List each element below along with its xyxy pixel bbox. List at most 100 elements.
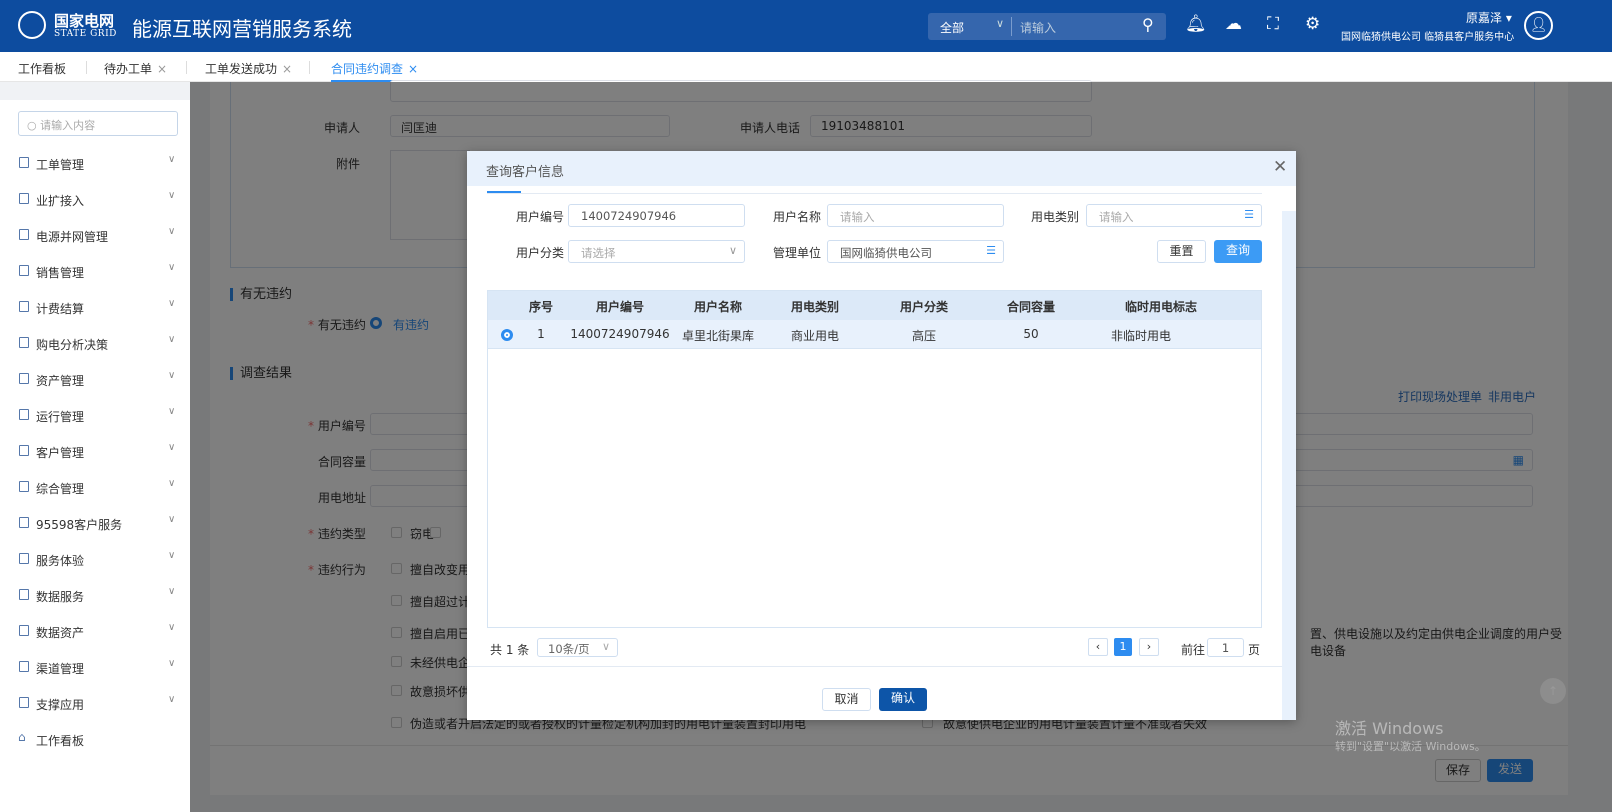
filter-user-name-input[interactable]: 请输入 [827,204,1004,227]
search-scope-select[interactable]: 全部 [940,21,965,35]
back-to-top-icon[interactable]: ↑ [1540,678,1566,704]
tab-label: 待办工单 [104,62,153,76]
sidebar-item[interactable]: 计费结算 ∨ [0,290,190,326]
sidebar-item[interactable]: 数据资产 ∨ [0,614,190,650]
customer-query-dialog: 查询客户信息 ✕ 用户编号 1400724907946 用户名称 请输入 用电类… [467,151,1296,720]
chevron-down-icon[interactable]: ∨ [728,244,737,257]
chevron-down-icon[interactable]: ∨ [168,514,176,525]
user-org: 国网临猗供电公司 临猗县客户服务中心 [1341,32,1515,43]
document-icon [19,517,29,528]
chevron-down-icon[interactable]: ∨ [168,190,176,201]
dialog-scrollbar[interactable] [1282,211,1296,720]
close-icon[interactable]: × [408,62,419,76]
next-page-button[interactable]: › [1139,638,1159,656]
sidebar-item[interactable]: 数据服务 ∨ [0,578,190,614]
sidebar-item[interactable]: 购电分析决策 ∨ [0,326,190,362]
document-icon [19,265,29,276]
list-icon[interactable]: ☰ [1244,208,1254,221]
confirm-button[interactable]: 确认 [879,688,927,711]
goto-page-input[interactable]: 1 [1207,638,1244,657]
chevron-down-icon[interactable]: ∨ [168,658,176,669]
tab-contract-violation[interactable]: 合同违约调查 × [331,60,418,77]
caret-down-icon[interactable]: ▾ [1505,11,1512,25]
sidebar-item[interactable]: 资产管理 ∨ [0,362,190,398]
column-header: 用户分类 [899,300,948,314]
sidebar-item[interactable]: 电源并网管理 ∨ [0,218,190,254]
global-search[interactable]: 全部 ∨ 请输入 ⚲ [928,13,1166,40]
close-icon[interactable]: × [157,62,168,76]
chevron-down-icon[interactable]: ∨ [168,298,176,309]
chevron-down-icon[interactable]: ∨ [168,226,176,237]
chevron-down-icon[interactable]: ∨ [168,370,176,381]
table-cell: 非临时用电 [1111,329,1172,343]
row-radio[interactable] [501,329,513,341]
divider [487,193,1262,194]
tab-dashboard[interactable]: 工作看板 [18,60,66,77]
chevron-down-icon[interactable]: ∨ [168,622,176,633]
filter-elec-type-label: 用电类别 [1030,210,1079,224]
chevron-down-icon[interactable]: ∨ [168,406,176,417]
chevron-down-icon[interactable]: ∨ [168,262,176,273]
sidebar-item[interactable]: 业扩接入 ∨ [0,182,190,218]
value: 10条/页 [548,642,590,656]
reset-button[interactable]: 重置 [1157,240,1206,263]
divider [1011,17,1012,36]
user-menu[interactable]: 原嘉泽 ▾ [1466,9,1512,26]
document-icon [19,661,29,672]
sidebar-item-label: 工单管理 [36,158,85,172]
tab-label: 工作看板 [18,62,67,76]
sidebar: ○ 请输入内容 工单管理 ∨ 业扩接入 ∨ 电源并网管理 ∨ 销售管理 ∨ 计费结算 ∨ 购电分析决… [0,82,190,812]
table-row[interactable]: 1 1400724907946 卓里北街果库 商业用电 高压 50 非临时用电 [488,320,1261,349]
filter-user-class-select[interactable]: 请选择 ∨ [568,240,745,263]
page-size-select[interactable]: 10条/页 ∨ [537,638,618,657]
filter-mgmt-unit-input[interactable]: 国网临猗供电公司 ☰ [827,240,1004,263]
sidebar-item[interactable]: 渠道管理 ∨ [0,650,190,686]
bell-icon[interactable]: 🔔︎ [1185,14,1207,34]
document-icon [19,481,29,492]
prev-page-button[interactable]: ‹ [1088,638,1108,656]
filter-elec-type-input[interactable]: 请输入 ☰ [1086,204,1262,227]
windows-activation-hint: 转到"设置"以激活 Windows。 [1335,740,1486,753]
search-input[interactable]: 请输入 [1020,21,1057,35]
chevron-down-icon[interactable]: ∨ [168,442,176,453]
tab-sent-success[interactable]: 工单发送成功 × [205,60,292,77]
document-icon [19,157,29,168]
chevron-down-icon[interactable]: ∨ [168,154,176,165]
avatar[interactable]: 👤︎ [1524,11,1553,40]
document-icon [19,409,29,420]
sidebar-item[interactable]: 运行管理 ∨ [0,398,190,434]
search-icon[interactable]: ⚲ [1142,15,1154,34]
sidebar-item[interactable]: 综合管理 ∨ [0,470,190,506]
chevron-down-icon[interactable]: ∨ [168,334,176,345]
chevron-down-icon[interactable]: ∨ [996,17,1005,30]
divider [186,61,187,74]
close-icon[interactable]: ✕ [1273,157,1288,177]
sidebar-item[interactable]: 工单管理 ∨ [0,146,190,182]
chevron-down-icon[interactable]: ∨ [601,640,610,653]
tab-todo[interactable]: 待办工单 × [104,60,167,77]
cancel-button[interactable]: 取消 [822,688,871,711]
chevron-down-icon[interactable]: ∨ [168,550,176,561]
list-icon[interactable]: ☰ [986,244,996,257]
cloud-icon[interactable]: ☁ [1225,14,1242,34]
sidebar-item[interactable]: 支撑应用 ∨ [0,686,190,722]
sidebar-item[interactable]: 95598客户服务 ∨ [0,506,190,542]
chevron-down-icon[interactable]: ∨ [168,478,176,489]
filter-user-no-input[interactable]: 1400724907946 [568,204,745,227]
gear-icon[interactable]: ⚙ [1305,14,1321,34]
sidebar-item[interactable]: 服务体验 ∨ [0,542,190,578]
user-name[interactable]: 原嘉泽 [1466,11,1503,25]
chevron-down-icon[interactable]: ∨ [168,586,176,597]
customer-table: 序号 用户编号 用户名称 用电类别 用户分类 合同容量 临时用电标志 1 1400724907… [487,290,1262,628]
close-icon[interactable]: × [282,62,293,76]
sidebar-item[interactable]: 销售管理 ∨ [0,254,190,290]
sidebar-item[interactable]: 客户管理 ∨ [0,434,190,470]
chevron-down-icon[interactable]: ∨ [168,694,176,705]
page-1-button[interactable]: 1 [1114,638,1132,656]
sidebar-top [0,82,190,100]
pagination: 共 1 条 10条/页 ∨ ‹ 1 › 前往 1 页 [467,638,1282,658]
sidebar-item[interactable]: ⌂ 工作看板 [0,722,190,758]
query-button[interactable]: 查询 [1214,240,1262,263]
fullscreen-icon[interactable]: ⛶ [1267,14,1279,34]
sidebar-search-input[interactable]: ○ 请输入内容 [18,111,178,136]
